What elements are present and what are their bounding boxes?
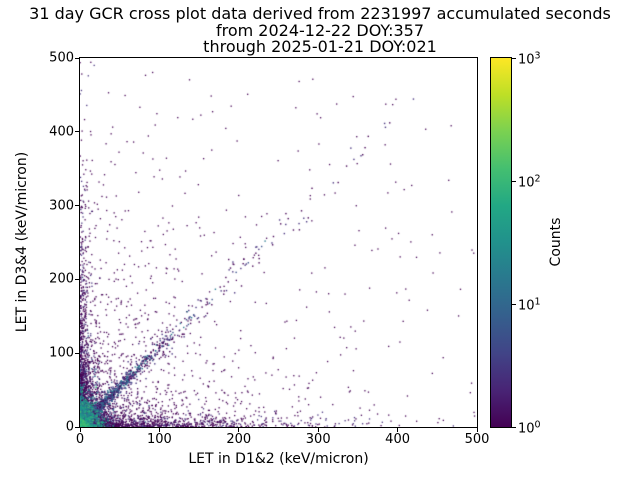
x-axis-label: LET in D1&2 (keV/micron) xyxy=(188,451,369,467)
colorbar-tick-exponent: 3 xyxy=(534,50,541,62)
y-tick-label: 200 xyxy=(49,271,74,287)
colorbar-tick-exponent: 1 xyxy=(534,296,541,308)
x-tick-mark xyxy=(158,428,160,432)
x-tick-mark xyxy=(79,428,81,432)
y-tick-mark xyxy=(75,205,79,207)
x-tick-label: 500 xyxy=(464,432,490,447)
title-line-3: through 2025-01-21 DOY:021 xyxy=(203,37,437,56)
colorbar-tick-exponent: 0 xyxy=(534,419,541,431)
y-tick-label: 400 xyxy=(49,124,74,140)
y-tick-mark xyxy=(75,352,79,354)
x-tick-label: 0 xyxy=(75,432,85,447)
colorbar-tick-exponent: 2 xyxy=(534,173,541,185)
y-tick-mark xyxy=(75,57,79,59)
scatter-points-canvas xyxy=(80,58,477,427)
x-tick-label: 100 xyxy=(146,432,172,447)
colorbar-tick-label: 100 xyxy=(518,419,541,437)
x-tick-mark xyxy=(397,428,399,432)
title-line-2: from 2024-12-22 DOY:357 xyxy=(215,20,424,40)
y-tick-mark xyxy=(75,426,79,428)
y-tick-mark xyxy=(75,131,79,133)
x-tick-label: 400 xyxy=(385,432,411,447)
x-tick-label: 300 xyxy=(305,432,331,447)
colorbar-label: Counts xyxy=(548,217,564,267)
plot-area xyxy=(79,57,478,428)
colorbar xyxy=(490,57,512,428)
colorbar-tick-mark xyxy=(512,57,516,59)
y-tick-label: 300 xyxy=(49,198,74,214)
colorbar-tick-label: 103 xyxy=(518,50,541,68)
x-tick-label: 200 xyxy=(226,432,252,447)
x-tick-mark xyxy=(476,428,478,432)
y-tick-label: 0 xyxy=(65,419,74,435)
colorbar-tick-mark xyxy=(512,180,516,182)
x-tick-mark xyxy=(317,428,319,432)
y-tick-label: 100 xyxy=(49,345,74,361)
colorbar-tick-mark xyxy=(512,426,516,428)
colorbar-tick-label: 102 xyxy=(518,173,541,191)
title-line-1: 31 day GCR cross plot data derived from … xyxy=(29,4,611,23)
y-tick-label: 500 xyxy=(49,50,74,66)
x-tick-mark xyxy=(238,428,240,432)
chart-title: 31 day GCR cross plot data derived from … xyxy=(0,4,640,56)
colorbar-tick-mark xyxy=(512,303,516,305)
y-tick-mark xyxy=(75,278,79,280)
y-axis-label: LET in D3&4 (keV/micron) xyxy=(14,151,30,333)
colorbar-tick-label: 101 xyxy=(518,296,541,314)
